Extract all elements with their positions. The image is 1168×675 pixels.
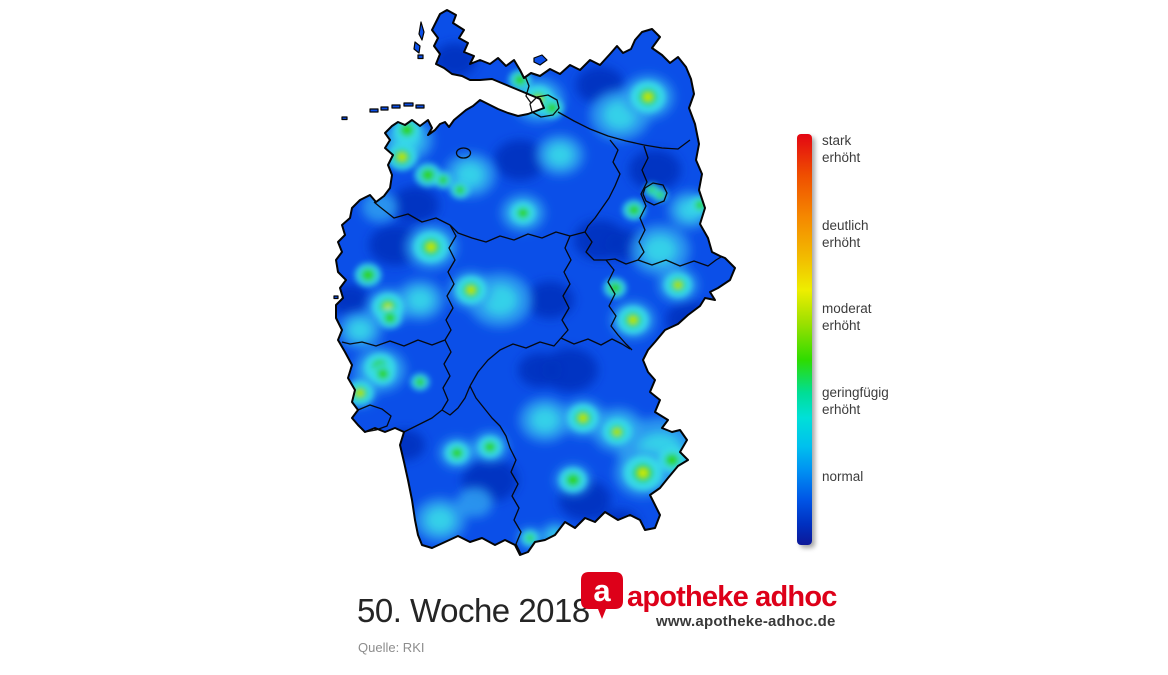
brand-block: a apotheke adhoc www.apotheke-adhoc.de [581,572,1001,642]
week-title: 50. Woche 2018 [357,592,590,629]
map-of-germany [333,9,736,556]
legend-label-moderat-erhoeht: moderat erhöht [822,301,872,333]
brand-url: www.apotheke-adhoc.de [656,613,836,630]
legend-label-geringfuegig-erhoeht: geringfügig erhöht [822,385,889,417]
apotheke-adhoc-logo-icon: a [581,572,623,619]
legend-label-stark-erhoeht: stark erhöht [822,133,861,165]
source-credit: Quelle: RKI [358,640,425,655]
legend-label-normal: normal [822,469,864,484]
legend-color-scale [797,134,812,545]
germany-outline [335,9,736,556]
germany-heatmap [318,8,758,568]
berlin-border [642,182,668,206]
state-borders [341,75,722,555]
coastal-islands [333,21,548,300]
brand-name: apotheke adhoc [627,581,837,613]
legend-label-deutlich-erhoeht: deutlich erhöht [822,218,869,250]
logo-letter: a [593,573,611,608]
bremen-border [455,147,472,159]
hamburg-border [529,94,560,118]
